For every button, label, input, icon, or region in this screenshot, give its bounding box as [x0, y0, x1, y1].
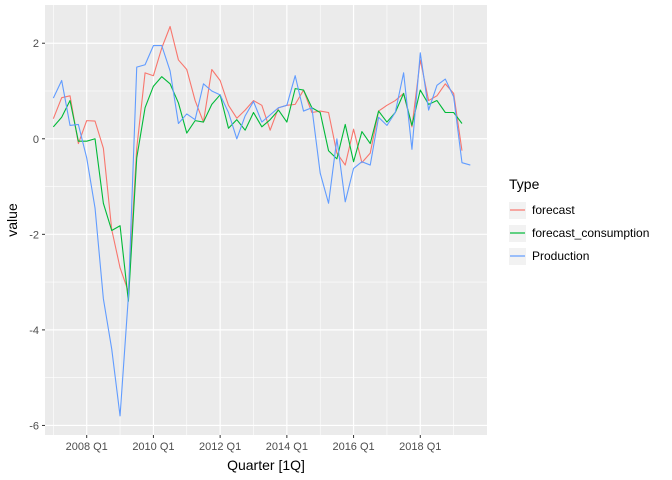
y-axis-title: value — [4, 203, 20, 237]
legend-entry: forecast — [509, 202, 575, 219]
series-line-forecast — [52, 25, 463, 293]
x-tick-label: 2010 Q1 — [132, 441, 174, 453]
legend-label: forecast — [532, 203, 575, 217]
y-tick-label: -6 — [29, 420, 39, 432]
legend: Type forecast forecast_consumption Product… — [509, 176, 649, 265]
y-tick-label: -2 — [29, 229, 39, 241]
x-tick-label: 2016 Q1 — [332, 441, 374, 453]
y-tick-label: 0 — [33, 134, 39, 146]
legend-entry: forecast_consumption — [509, 225, 649, 242]
x-axis-title: Quarter [1Q] — [227, 457, 305, 473]
plot-panel — [45, 5, 487, 435]
x-tick-label: 2008 Q1 — [66, 441, 108, 453]
legend-label: Production — [532, 249, 589, 263]
legend-title: Type — [509, 176, 540, 192]
legend-entry: Production — [509, 248, 589, 265]
y-axis: -6 -4 -2 0 2 — [29, 38, 45, 432]
x-tick-label: 2018 Q1 — [399, 441, 441, 453]
grid-minor — [45, 5, 487, 435]
series-line-production — [52, 45, 471, 417]
x-axis: 2008 Q1 2010 Q1 2012 Q1 2014 Q1 2016 Q1 2018 … — [66, 435, 441, 453]
x-tick-label: 2012 Q1 — [199, 441, 241, 453]
grid-major — [45, 5, 487, 435]
legend-label: forecast_consumption — [532, 226, 649, 240]
y-tick-label: 2 — [33, 38, 39, 50]
series-layer — [52, 25, 471, 417]
x-tick-label: 2014 Q1 — [266, 441, 308, 453]
y-tick-label: -4 — [29, 325, 39, 337]
